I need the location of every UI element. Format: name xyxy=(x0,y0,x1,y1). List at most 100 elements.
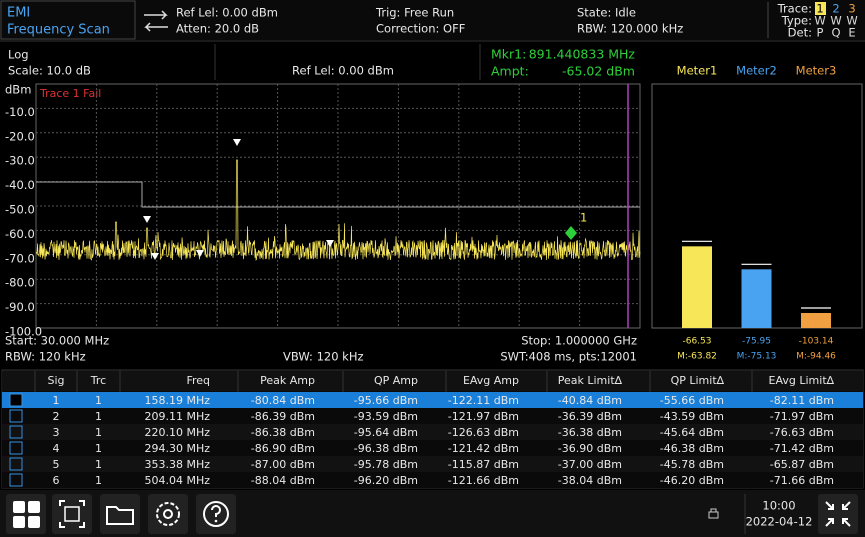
table-cell: -115.87 dBm xyxy=(448,458,519,471)
table-cell: -93.59 dBm xyxy=(354,410,418,423)
table-cell: -96.38 dBm xyxy=(354,442,418,455)
table-cell: 4 xyxy=(53,442,60,455)
column-header: Trc xyxy=(90,374,106,387)
table-cell: -36.38 dBm xyxy=(558,426,622,439)
table-cell: -55.66 dBm xyxy=(660,394,724,407)
detector: Q xyxy=(831,26,840,40)
det-label: Det: xyxy=(788,26,812,40)
meter-bar xyxy=(742,269,772,328)
meter-max: M:-63.82 xyxy=(677,352,717,362)
column-header: QP Amp xyxy=(374,374,418,387)
table-cell: -45.78 dBm xyxy=(660,458,724,471)
table-row[interactable] xyxy=(2,456,863,472)
start-freq: Start: 30.000 MHz xyxy=(5,334,109,348)
table-cell: 1 xyxy=(95,442,102,455)
row-checkbox[interactable] xyxy=(10,394,22,406)
table-row[interactable] xyxy=(2,408,863,424)
home-button[interactable] xyxy=(6,494,46,534)
table-cell: -95.64 dBm xyxy=(354,426,418,439)
table-cell: -88.04 dBm xyxy=(251,474,315,487)
ref-level: Ref Lel: 0.00 dBm xyxy=(176,6,278,20)
column-header: EAvg Limit∆ xyxy=(769,374,835,387)
table-cell: 1 xyxy=(53,394,60,407)
date: 2022-04-12 xyxy=(746,515,813,529)
marker-number: 1 xyxy=(580,211,587,225)
meter-bar xyxy=(682,246,712,328)
column-header: QP Limit∆ xyxy=(671,374,725,387)
column-header: Peak Amp xyxy=(260,374,315,387)
meter-name: Meter1 xyxy=(677,64,718,78)
meter-bar xyxy=(801,313,831,328)
meter-max: M:-94.46 xyxy=(796,352,836,362)
table-cell: -121.97 dBm xyxy=(448,410,519,423)
y-tick-label: -60.0 xyxy=(5,227,35,241)
table-cell: -96.20 dBm xyxy=(354,474,418,487)
y-tick-label: -70.0 xyxy=(5,251,35,265)
table-cell: -86.38 dBm xyxy=(251,426,315,439)
file-button[interactable] xyxy=(100,494,140,534)
table-row[interactable] xyxy=(2,392,863,408)
column-header: Freq xyxy=(186,374,210,387)
swt: SWT:408 ms, pts:12001 xyxy=(500,350,637,364)
y-tick-label: -30.0 xyxy=(5,154,35,168)
mode: EMI xyxy=(7,6,30,21)
table-cell: -121.66 dBm xyxy=(448,474,519,487)
table-row[interactable] xyxy=(2,472,863,488)
table-cell: -40.84 dBm xyxy=(558,394,622,407)
table-cell: 3 xyxy=(53,426,60,439)
time: 10:00 xyxy=(762,499,795,513)
column-header: EAvg Amp xyxy=(463,374,519,387)
fail-status: Trace 1 Fail xyxy=(39,87,101,100)
table-cell: 1 xyxy=(95,426,102,439)
table-cell: 353.38 MHz xyxy=(144,458,210,471)
correction: Correction: OFF xyxy=(376,22,465,36)
table-row[interactable] xyxy=(2,440,863,456)
table-cell: 5 xyxy=(53,458,60,471)
meter-value: -66.53 xyxy=(682,337,711,347)
table-cell: 2 xyxy=(53,410,60,423)
table-cell: 294.30 MHz xyxy=(144,442,210,455)
settings-button[interactable] xyxy=(148,494,188,534)
screenshot-button[interactable] xyxy=(52,494,92,534)
table-cell: -45.64 dBm xyxy=(660,426,724,439)
table-cell: -87.00 dBm xyxy=(251,458,315,471)
y-tick-label: -80.0 xyxy=(5,276,35,290)
table-cell: 220.10 MHz xyxy=(144,426,210,439)
table-cell: -65.87 dBm xyxy=(770,458,834,471)
table-row[interactable] xyxy=(2,424,863,440)
rbw: RBW: 120 kHz xyxy=(5,350,86,364)
y-tick-label: -40.0 xyxy=(5,178,35,192)
table-cell: -71.42 dBm xyxy=(770,442,834,455)
table-cell: 1 xyxy=(95,394,102,407)
detector: P xyxy=(817,26,824,40)
y-tick-label: -50.0 xyxy=(5,203,35,217)
y-tick-label: -90.0 xyxy=(5,300,35,314)
table-cell: 158.19 MHz xyxy=(144,394,210,407)
meter-max: M:-75.13 xyxy=(737,352,777,362)
rbw-setting: RBW: 120.000 kHz xyxy=(577,22,683,36)
table-cell: -95.66 dBm xyxy=(354,394,418,407)
table-cell: -36.90 dBm xyxy=(558,442,622,455)
collapse-button[interactable] xyxy=(818,494,858,534)
table-cell: -86.90 dBm xyxy=(251,442,315,455)
marker-label: Mkr1: xyxy=(491,47,526,62)
help-button[interactable] xyxy=(196,494,236,534)
marker-freq: 891.440833 MHz xyxy=(529,47,636,62)
signal-table: SigTrcFreqPeak AmpQP AmpEAvg AmpPeak Lim… xyxy=(2,371,863,488)
mode-title: Frequency Scan xyxy=(7,23,110,38)
table-cell: -86.39 dBm xyxy=(251,410,315,423)
table-cell: -95.78 dBm xyxy=(354,458,418,471)
column-header: Sig xyxy=(47,374,64,387)
scale-type: Log xyxy=(8,48,29,62)
meter-name: Meter2 xyxy=(736,64,777,78)
scale: Scale: 10.0 dB xyxy=(8,64,91,78)
ref-level-info: Ref Lel: 0.00 dBm xyxy=(292,64,394,78)
table-cell: -71.97 dBm xyxy=(770,410,834,423)
table-cell: -36.39 dBm xyxy=(558,410,622,423)
table-cell: -82.11 dBm xyxy=(770,394,834,407)
table-cell: 1 xyxy=(95,474,102,487)
meter-name: Meter3 xyxy=(796,64,837,78)
unit: dBm xyxy=(5,83,31,97)
vbw: VBW: 120 kHz xyxy=(283,350,364,364)
